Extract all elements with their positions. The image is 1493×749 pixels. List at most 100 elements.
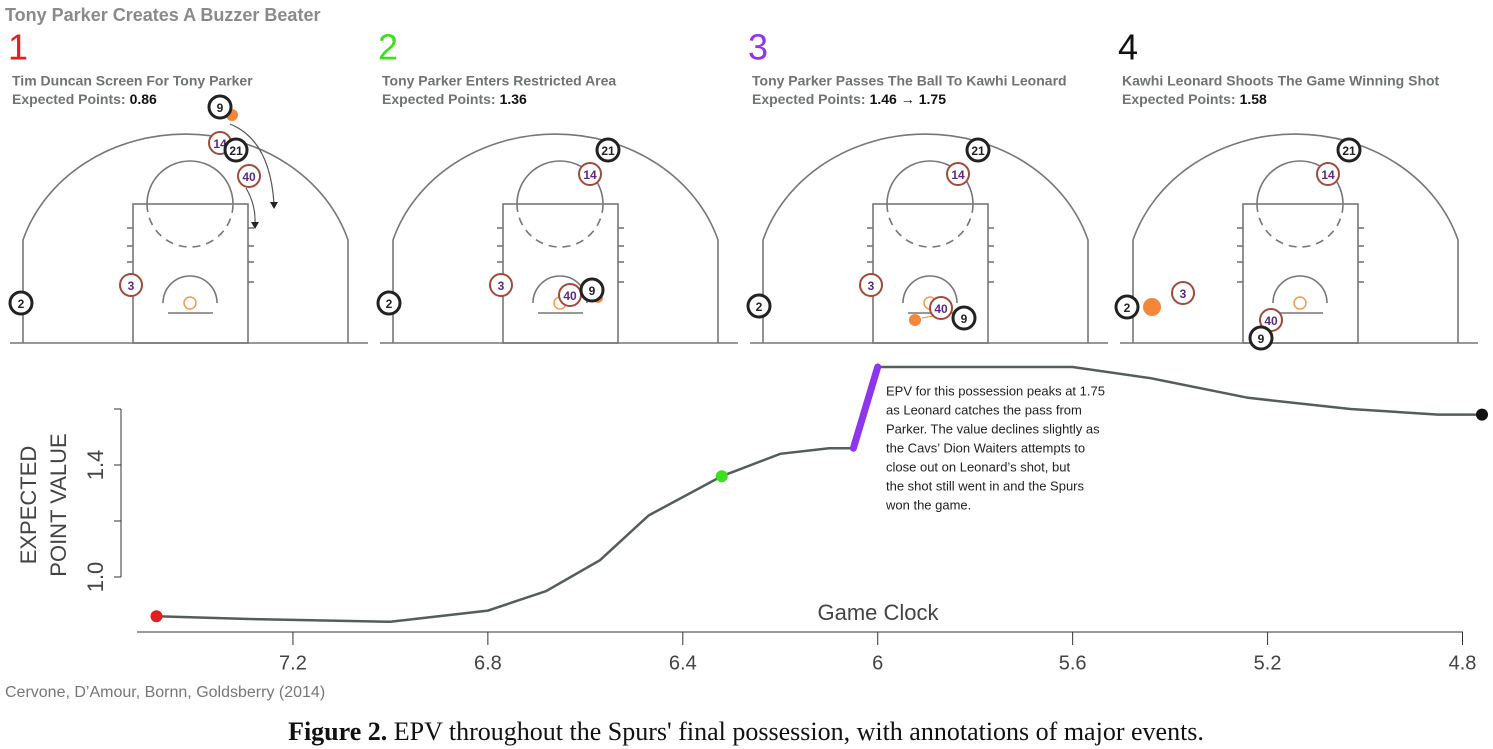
source: Cervone, D’Amour, Bornn, Goldsberry (201… [5, 684, 325, 701]
y-tick-label: 1.4 [83, 450, 108, 481]
ft-circle-dashed [146, 203, 234, 248]
paint [132, 203, 249, 344]
event-point [1476, 408, 1488, 421]
player-number: 3 [128, 279, 135, 293]
screen-path [229, 123, 275, 205]
title: Tony Parker Creates A Buzzer Beater [5, 5, 320, 25]
court-panel: 1 Tim Duncan Screen For Tony Parker Expect… [8, 27, 368, 344]
annotation: the Cavs’ Dion Waiters attempts to [886, 440, 1085, 455]
player-number: 21 [229, 144, 243, 158]
annotation: EPV for this possession peaks at 1.75 [886, 383, 1105, 398]
x-tick-label: 5.2 [1254, 652, 1282, 674]
ft-circle-dashed [1256, 203, 1344, 248]
x-axis-label: Game Clock [817, 600, 939, 625]
restricted-area [162, 275, 218, 304]
three-point-line [1132, 133, 1459, 343]
points-label: Expected Points: [382, 91, 496, 107]
points-value: 1.75 [919, 91, 946, 107]
y-axis-label: EXPECTED [16, 446, 41, 565]
player-number: 2 [386, 297, 393, 311]
epv-line [156, 365, 1482, 624]
ball [909, 314, 921, 326]
player-token [1171, 281, 1195, 305]
player-token [8, 290, 34, 316]
paint [1242, 203, 1359, 344]
player-number: 14 [583, 168, 597, 182]
event-caption: Kawhi Leonard Shoots The Game Winning Sh… [1122, 73, 1440, 89]
three-point-line [762, 133, 1089, 343]
arrowhead [270, 202, 278, 209]
points-value: 1.36 [500, 91, 527, 107]
player-token [859, 273, 883, 297]
ft-circle [516, 160, 604, 205]
expected-points: Expected Points: 1.46 → 1.75 [752, 91, 946, 107]
player-token [929, 296, 953, 320]
event-caption: Tony Parker Passes The Ball To Kawhi Leo… [752, 73, 1067, 89]
x-tick-label: 5.6 [1059, 652, 1087, 674]
expected-points: Expected Points: 1.36 [382, 91, 527, 107]
player-number: 40 [563, 289, 577, 303]
player-token [223, 137, 249, 163]
player-token [489, 273, 513, 297]
x-tick-label: 6 [872, 652, 883, 674]
event-number: 1 [8, 27, 28, 68]
player-number: 14 [951, 168, 965, 182]
player-number: 14 [213, 137, 227, 151]
player-token [951, 305, 977, 331]
player-number: 40 [1264, 314, 1278, 328]
y-axis-label: POINT VALUE [46, 433, 71, 576]
event-point [715, 470, 728, 483]
hoop [183, 296, 197, 310]
points-value: 1.46 [870, 91, 897, 107]
player-number: 21 [601, 144, 615, 158]
annotation: Parker. The value declines slightly as [886, 421, 1100, 436]
figure-caption: Figure 2. EPV throughout the Spurs' fina… [288, 717, 1204, 746]
event-number: 2 [378, 27, 398, 68]
annotation: the shot still went in and the Spurs [886, 478, 1085, 493]
event-caption: Tim Duncan Screen For Tony Parker [12, 73, 253, 89]
player-token [578, 162, 602, 186]
player-token [119, 273, 143, 297]
player-number: 2 [18, 297, 25, 311]
player-number: 3 [1180, 287, 1187, 301]
player-token [946, 162, 970, 186]
player-token [207, 94, 233, 120]
player-number: 40 [242, 170, 256, 184]
ball [1143, 298, 1161, 316]
player-token [965, 137, 991, 163]
player-number: 9 [217, 101, 224, 115]
points-value: 0.86 [130, 91, 157, 107]
caption-label: Figure 2. [288, 717, 387, 746]
player-number: 21 [1342, 144, 1356, 158]
points-label: Expected Points: [1122, 91, 1236, 107]
annotation: won the game. [885, 497, 971, 512]
arrow: → [897, 91, 915, 107]
ft-circle [1256, 160, 1344, 205]
x-tick-label: 4.8 [1449, 652, 1477, 674]
player-number: 14 [1321, 168, 1335, 182]
event-caption: Tony Parker Enters Restricted Area [382, 73, 616, 89]
player-token [1316, 162, 1340, 186]
player-number: 2 [756, 300, 763, 314]
three-point-line [392, 133, 719, 343]
player-token [237, 164, 261, 188]
expected-points: Expected Points: 1.58 [1122, 91, 1267, 107]
event-point [150, 610, 163, 623]
player-token [746, 293, 772, 319]
player-number: 9 [1258, 332, 1265, 346]
ft-circle-dashed [516, 203, 604, 248]
screen-path [245, 187, 256, 225]
player-token [579, 277, 605, 303]
paint [502, 203, 619, 344]
player-number: 40 [934, 302, 948, 316]
ft-circle-dashed [886, 203, 974, 248]
points-label: Expected Points: [12, 91, 126, 107]
caption-text: EPV throughout the Spurs' final possessi… [394, 717, 1204, 746]
restricted-area [902, 275, 958, 304]
player-token [376, 290, 402, 316]
arrowhead [251, 222, 259, 229]
points-value: 1.58 [1240, 91, 1267, 107]
player-number: 2 [1124, 301, 1131, 315]
event-number: 3 [748, 27, 768, 68]
